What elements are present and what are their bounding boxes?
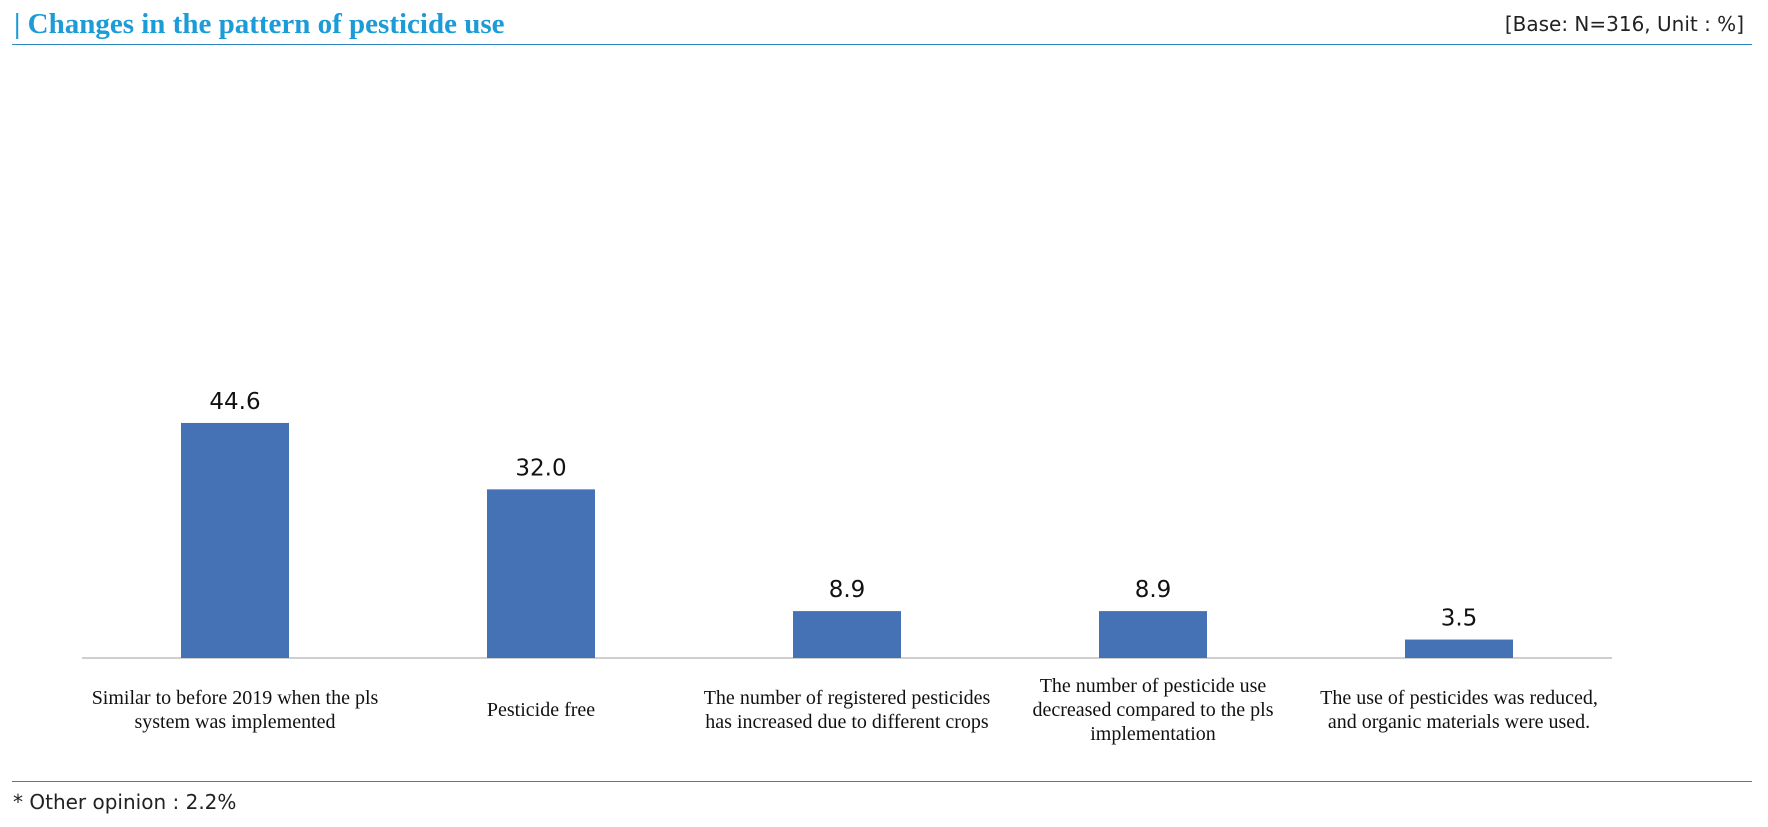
data-label-1: 44.6: [209, 389, 260, 415]
category-label-1: Similar to before 2019 when the pls syste…: [92, 687, 379, 733]
category-label-line: decreased compared to the pls: [1032, 699, 1273, 721]
data-label-5: 3.5: [1441, 606, 1478, 632]
category-label-4: The number of pesticide use decreased com…: [1032, 675, 1273, 745]
category-label-line: and organic materials were used.: [1328, 711, 1590, 733]
data-label-2: 32.0: [515, 455, 566, 481]
category-label-line: Similar to before 2019 when the pls: [92, 687, 379, 709]
category-label-line: The number of pesticide use: [1040, 675, 1267, 697]
header-bar: | Changes in the pattern of pesticide us…: [12, 6, 1752, 45]
bar-3: [793, 611, 901, 658]
category-label-line: has increased due to different crops: [705, 711, 989, 733]
category-label-2: Pesticide free: [487, 699, 595, 721]
footnote: * Other opinion : 2.2%: [13, 790, 237, 814]
data-label-4: 8.9: [1135, 577, 1172, 603]
data-label-3: 8.9: [829, 577, 866, 603]
bar-5: [1405, 639, 1513, 658]
bar-1: [181, 422, 289, 658]
category-label-3: The number of registered pesticides has i…: [704, 687, 991, 733]
category-label-5: The use of pesticides was reduced, and or…: [1320, 687, 1598, 733]
category-label-line: Pesticide free: [487, 699, 595, 721]
footer-divider: [12, 781, 1752, 782]
category-label-line: The use of pesticides was reduced,: [1320, 687, 1598, 709]
category-label-line: The number of registered pesticides: [704, 687, 991, 709]
page-title: | Changes in the pattern of pesticide us…: [14, 8, 505, 40]
category-label-line: system was implemented: [134, 711, 335, 733]
bar-chart: 44.6 Similar to before 2019 when the pls s…: [82, 389, 1612, 745]
category-label-line: implementation: [1090, 723, 1216, 745]
base-note: [Base: N=316, Unit : %]: [1504, 12, 1744, 36]
bar-4: [1099, 611, 1207, 658]
bar-2: [487, 489, 595, 658]
